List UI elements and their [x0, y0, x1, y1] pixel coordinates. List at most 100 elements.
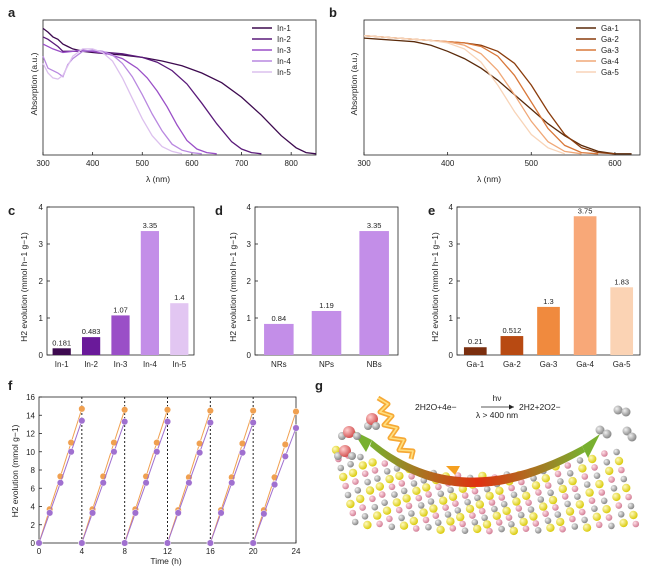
plot-frame [42, 19, 317, 156]
data-point [88, 509, 97, 517]
lattice-atom [571, 485, 579, 493]
lattice-atom [449, 525, 457, 532]
y-tick-label: 8 [31, 466, 36, 475]
lattice-atom [474, 494, 481, 502]
data-point [78, 405, 86, 413]
legend-entry: In-4 [277, 57, 291, 66]
lattice-atom [583, 481, 591, 488]
lattice-atom [603, 458, 611, 466]
legend-entry: In-1 [277, 24, 291, 33]
x-tick-label: In-1 [55, 360, 69, 369]
reaction-reactants: 2H2O+4e− [415, 402, 457, 412]
lattice-atom [415, 494, 423, 502]
data-point [35, 539, 43, 547]
series-line-In-4 [42, 49, 202, 155]
data-point [292, 408, 300, 416]
lattice-atom [508, 484, 515, 492]
lattice-atom [409, 516, 418, 526]
x-tick-label: Ga-1 [466, 360, 484, 369]
data-point [121, 539, 129, 547]
lattice-atom [539, 502, 548, 511]
lattice-atom [356, 494, 365, 504]
lattice-atom [515, 505, 523, 512]
lattice-atom [601, 450, 608, 457]
x-tick-label: 4 [80, 547, 85, 556]
lattice-atom [361, 513, 369, 520]
lattice-atom [425, 523, 432, 531]
lattice-atom [422, 483, 431, 492]
lattice-atom [556, 517, 565, 527]
x-tick-label: 600 [608, 159, 622, 168]
y-tick-label: 10 [26, 448, 35, 457]
lattice-atom [532, 520, 540, 527]
lattice-atom [531, 481, 541, 490]
data-point [206, 539, 214, 547]
legend-entry: Ga-5 [601, 68, 619, 77]
data-point [271, 481, 279, 489]
lattice-atom [615, 502, 623, 509]
lattice-atom [481, 514, 488, 522]
lattice-atom [452, 500, 459, 507]
lattice-atom [582, 523, 592, 532]
x-tick-label: Ga-5 [613, 360, 631, 369]
lattice-atom [375, 482, 384, 491]
lattice-atom [371, 467, 379, 474]
lattice-atom [544, 482, 552, 489]
legend-entry: In-5 [277, 68, 291, 77]
y-tick-label: 16 [26, 393, 35, 402]
x-tick-label: 600 [185, 159, 199, 168]
data-point [110, 448, 118, 456]
lattice-atom [410, 480, 418, 487]
lattice-atom [363, 520, 372, 530]
lattice-atom [505, 514, 513, 521]
lattice-atom [419, 508, 428, 517]
h2-evolution-bar-chart-in: 0 1 2 3 4 0.181 In-1 0.483 In-2 1.07 In-3 3.35 In-4 1… [19, 203, 195, 369]
lattice-atom [581, 516, 588, 524]
h2-evolution-bar-chart-morphology: 0 1 2 3 4 0.84 NRs 1.19 NPs 3.35 NBs H2 evolution … [228, 203, 399, 369]
lattice-atom [529, 512, 538, 521]
light-arrow-head [446, 466, 460, 475]
lattice-atom [578, 508, 586, 516]
lattice-atom [509, 526, 518, 536]
x-axis-label: Time (h) [150, 556, 181, 566]
lattice-atom [595, 479, 604, 489]
lattice-atom [492, 511, 501, 520]
lattice-atom [395, 506, 403, 514]
lattice-atom [619, 518, 628, 528]
bar-Ga-5 [610, 287, 634, 355]
lattice-atom [349, 509, 357, 517]
lattice-atom [542, 510, 549, 517]
lattice-atom [339, 472, 348, 482]
lattice-atom [383, 468, 391, 475]
lattice-atom [434, 519, 442, 526]
data-label: 0.512 [503, 326, 522, 335]
panel-letter-b: b [329, 5, 337, 20]
absorption-chart-in: 300 400 500 600 700 800 In-1 In-2 In-3 In-4 In-5 λ… [29, 19, 317, 184]
data-point [78, 539, 86, 547]
data-point [99, 479, 107, 487]
data-point [67, 448, 75, 456]
data-label: 1.3 [543, 297, 553, 306]
lattice-atom [593, 472, 601, 480]
y-tick-label: 0 [31, 539, 36, 548]
lattice-atom [337, 464, 345, 472]
y-tick-label: 12 [26, 430, 35, 439]
lattice-atom [498, 494, 506, 501]
lattice-atom [357, 453, 364, 461]
lattice-atom [574, 493, 581, 500]
y-tick-label: 0 [39, 351, 44, 360]
lattice-atom [427, 498, 435, 505]
lattice-atom [541, 474, 550, 483]
lattice-atom [392, 498, 401, 507]
panel-letter-f: f [8, 378, 13, 393]
y-tick-label: 4 [247, 203, 252, 212]
lattice-atom [517, 511, 525, 519]
lattice-atom [475, 500, 484, 509]
y-axis-label: H2 evolution (mmol g−1) [10, 424, 20, 517]
data-point [249, 407, 257, 415]
x-tick-label: NBs [367, 360, 382, 369]
lattice-atom [382, 506, 392, 515]
panel-letter-e: e [428, 203, 435, 218]
series-line-Ga-2 [363, 35, 615, 155]
lattice-atom [381, 499, 388, 507]
